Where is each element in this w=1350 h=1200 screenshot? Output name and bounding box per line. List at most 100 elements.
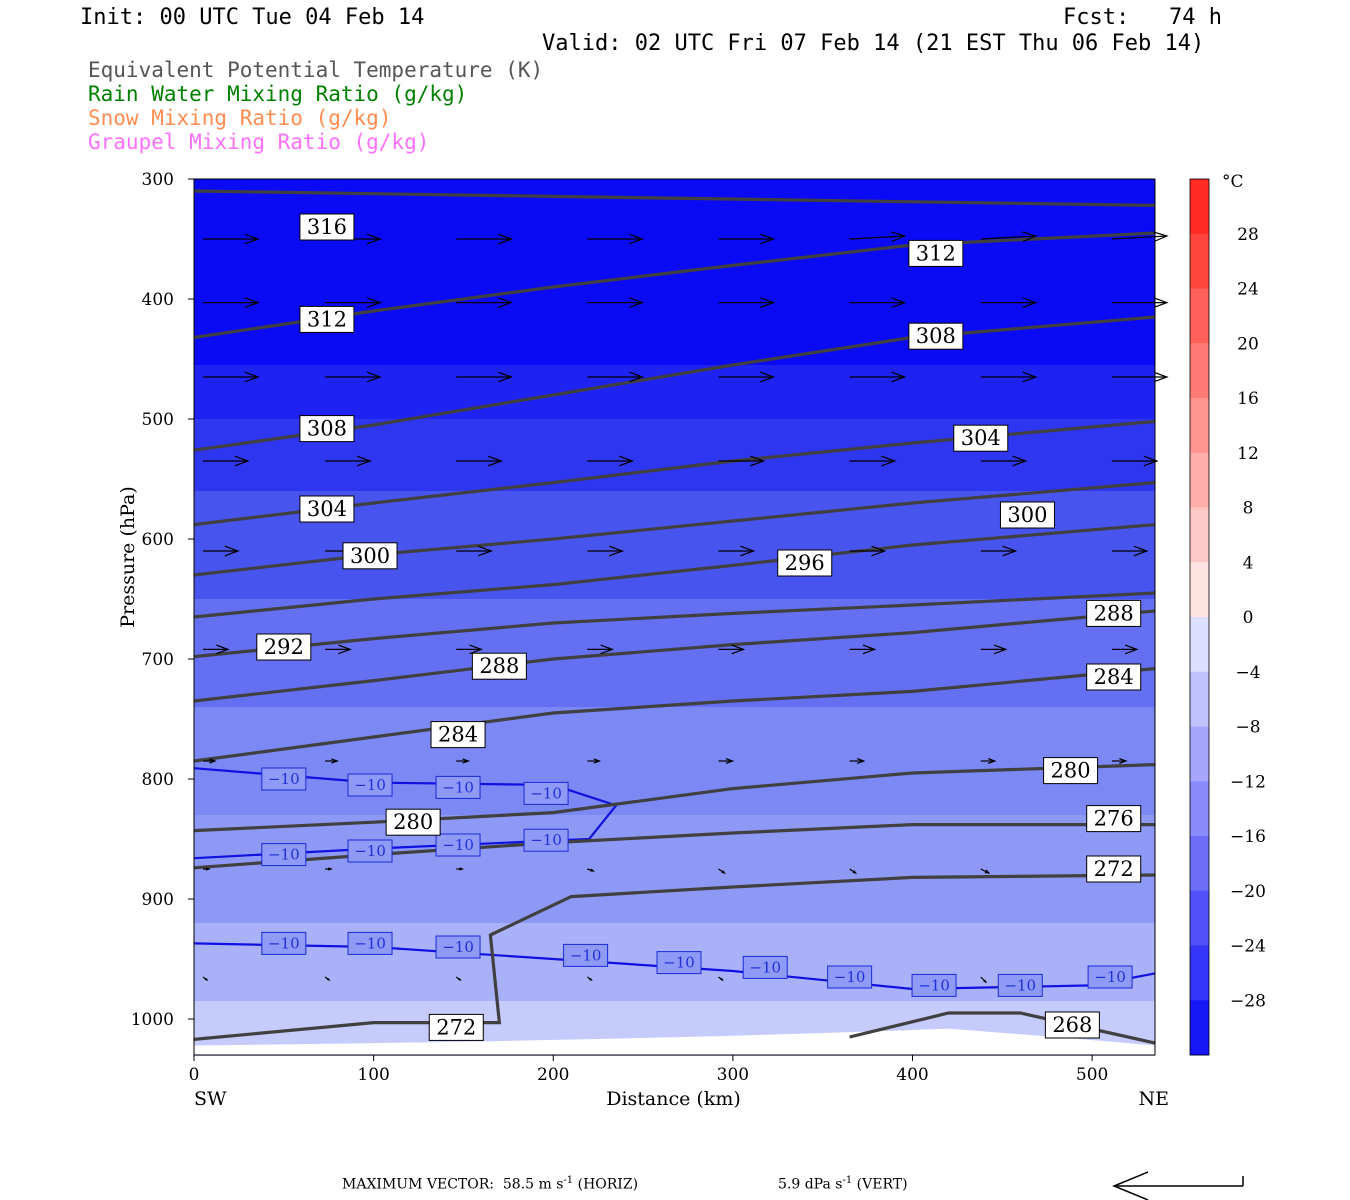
wind-vector-head: [731, 644, 746, 655]
temperature-label-box: [261, 843, 307, 867]
temperature-label-text: −10: [268, 770, 300, 788]
theta-e-label-box: [953, 424, 1009, 452]
wind-vector: [849, 231, 907, 243]
wind-vector: [718, 545, 756, 557]
x-tick-label: 200: [537, 1065, 569, 1085]
wind-vector: [980, 455, 1028, 467]
wind-vector-head: [721, 870, 726, 874]
wind-vector: [849, 371, 907, 383]
wind-vector: [325, 371, 382, 383]
theta-e-label-box: [1044, 1011, 1100, 1039]
wind-vector-shaft: [1111, 235, 1167, 240]
colorbar-segment: [1190, 726, 1209, 782]
wind-vector-head: [740, 545, 756, 557]
wind-vector-head: [1022, 297, 1038, 308]
colorbar-label: −20: [1230, 882, 1266, 902]
theta-e-label-box: [1043, 757, 1099, 785]
theta-e-label-text: 316: [307, 215, 347, 239]
wind-vector-head: [338, 644, 352, 655]
theta-e-label-text: 292: [264, 635, 304, 659]
colorbar-segment: [1190, 507, 1209, 563]
colorbar-segment: [1190, 890, 1209, 946]
theta-e-label: 280: [385, 808, 441, 836]
colorbar-segment: [1190, 288, 1209, 344]
wind-vector-head: [1153, 297, 1169, 308]
temperature-label: −10: [261, 931, 307, 955]
wind-vector: [980, 868, 991, 874]
wind-vector-head: [725, 758, 735, 764]
wind-vector: [718, 758, 735, 764]
colorbar-segment: [1190, 1000, 1209, 1056]
wind-vector-head: [589, 977, 593, 982]
wind-vector-head: [477, 545, 494, 557]
x-tick-label: 500: [1076, 1065, 1108, 1085]
temperature-label-text: −10: [530, 831, 562, 849]
colorbar-segment: [1190, 671, 1209, 727]
y-tick-label: 1000: [131, 1010, 174, 1030]
y-tick-label: 900: [142, 890, 174, 910]
theta-e-label-text: 280: [1051, 759, 1091, 783]
wind-vector: [456, 867, 465, 871]
wind-vector: [202, 976, 209, 982]
theta-e-label-box: [1086, 663, 1142, 691]
temperature-label-text: −10: [442, 836, 474, 854]
wind-vector-head: [760, 371, 776, 383]
colorbar-label: 20: [1237, 334, 1259, 354]
theta-e-label: 276: [1086, 805, 1142, 833]
colorbar-label: −24: [1230, 937, 1266, 957]
wind-vector-head: [356, 455, 372, 467]
wind-vector: [202, 867, 211, 871]
wind-vector-head: [629, 233, 645, 245]
wind-vector-head: [459, 867, 465, 871]
temperature-label-box: [523, 781, 569, 805]
theta-e-label-text: 284: [1094, 665, 1134, 689]
wind-vector: [980, 231, 1038, 243]
temperature-label-text: −10: [442, 938, 474, 956]
wind-vector: [980, 758, 997, 764]
colorbar-segment: [1190, 398, 1209, 454]
theta-e-label: 284: [430, 721, 486, 749]
wind-vector: [1111, 455, 1159, 467]
wind-vector: [1111, 231, 1169, 243]
temperature-label-text: −10: [530, 784, 562, 802]
wind-vector-head: [984, 869, 991, 874]
wind-vector: [325, 758, 339, 764]
wind-vector-head: [856, 758, 866, 764]
wind-vector-head: [1119, 758, 1128, 764]
wind-vector: [849, 644, 877, 655]
temperature-label: −10: [656, 951, 702, 975]
colorbar-segment: [1190, 562, 1209, 618]
theta-e-label-text: 296: [785, 551, 825, 575]
wind-vector-shaft: [980, 235, 1036, 240]
theta-e-contour: [193, 609, 1156, 703]
y-tick-label: 500: [142, 410, 174, 430]
theta-e-label-box: [385, 808, 441, 836]
theta-e-label-box: [1086, 805, 1142, 833]
colorbar-label: 12: [1237, 444, 1259, 464]
temperature-label-box: [656, 951, 702, 975]
wind-vector: [587, 233, 645, 245]
wind-vector: [849, 758, 866, 764]
theta-e-label-box: [299, 305, 355, 333]
x-endpoint-sw: SW: [194, 1088, 227, 1110]
wind-vector: [587, 976, 593, 982]
theta-e-label: 304: [953, 424, 1009, 452]
temperature-label-text: −10: [354, 776, 386, 794]
wind-vector: [202, 644, 230, 655]
x-tick-label: 100: [357, 1065, 389, 1085]
wind-vector-head: [244, 297, 260, 308]
wind-vector: [587, 644, 615, 655]
footer-arrow: [1112, 1171, 1244, 1200]
wind-vector-head: [328, 867, 333, 871]
colorbar-segment: [1190, 233, 1209, 289]
wind-vector: [849, 297, 907, 308]
temperature-label-box: [563, 943, 609, 967]
wind-vector: [718, 644, 746, 655]
wind-vector: [587, 868, 596, 872]
wind-vector-head: [497, 297, 514, 308]
theta-e-label-box: [1086, 599, 1142, 627]
temperature-label: −10: [435, 775, 481, 799]
colorbar-frame: [1189, 178, 1210, 1056]
wind-vector-head: [852, 870, 858, 874]
wind-vector-head: [1022, 231, 1038, 243]
